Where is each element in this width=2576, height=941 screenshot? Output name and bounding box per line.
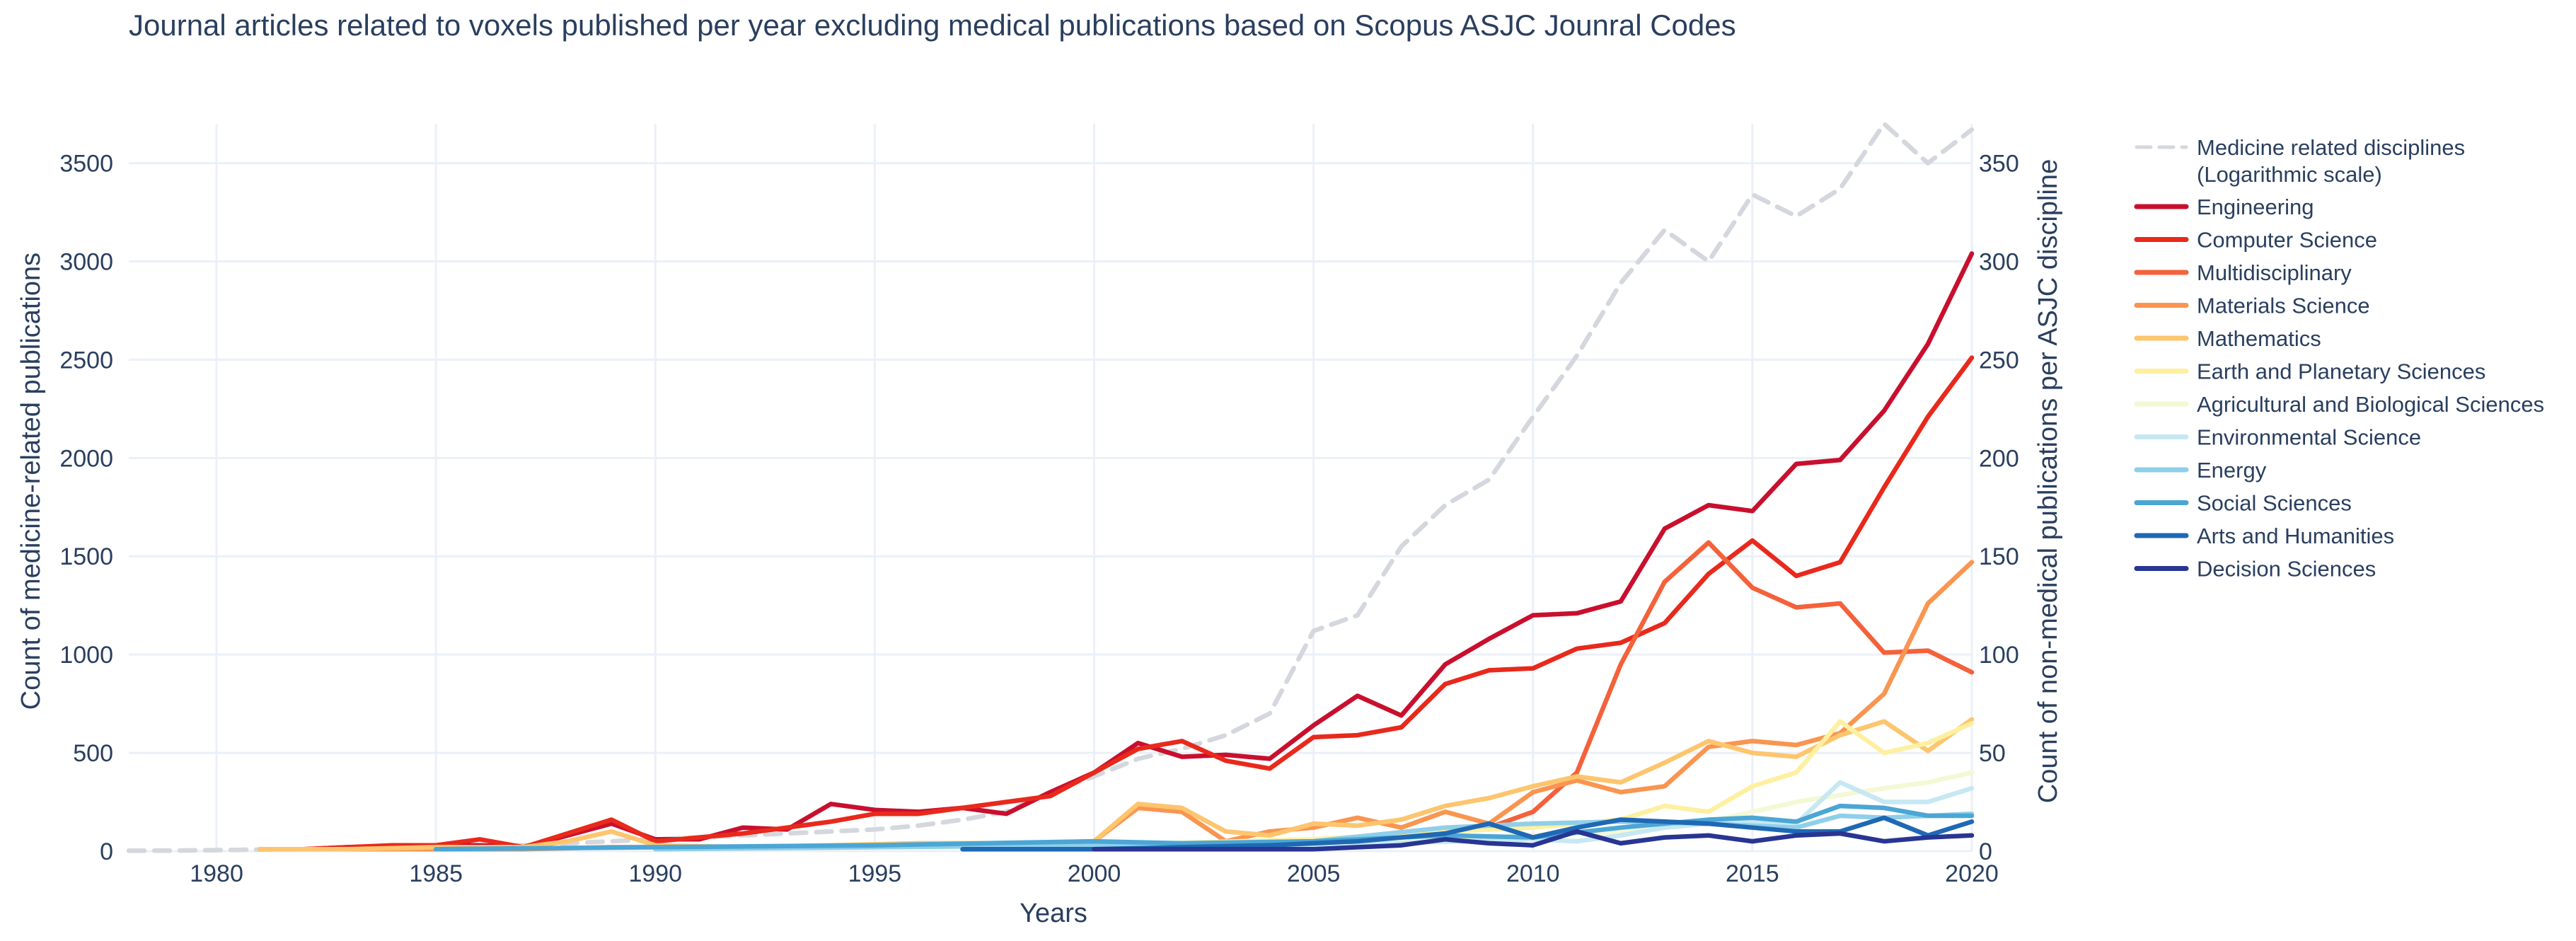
- series-line-medicine-related-disciplines-logarithmic-scale: [126, 121, 1975, 853]
- legend-item-engineering[interactable]: Engineering: [2134, 195, 2314, 219]
- legend-label: Mathematics: [2197, 326, 2321, 351]
- x-tick-label: 1980: [190, 860, 243, 887]
- x-tick-label: 2005: [1287, 860, 1341, 887]
- left-y-tick-label: 1500: [59, 543, 113, 570]
- legend-item-computer-science[interactable]: Computer Science: [2134, 228, 2377, 253]
- left-y-tick-label: 3500: [59, 151, 113, 178]
- left-y-tick-label: 2000: [59, 445, 113, 472]
- legend-item-energy[interactable]: Energy: [2134, 458, 2267, 483]
- legend-item-environmental-science[interactable]: Environmental Science: [2134, 425, 2421, 450]
- x-tick-label: 2015: [1726, 860, 1779, 887]
- axis-ticks: 1980 1985 1990 1995 2000 2005 2010 2015 20200500…: [59, 151, 2018, 887]
- right-y-tick-label: 200: [1979, 445, 2019, 472]
- x-tick-label: 1990: [628, 860, 682, 887]
- legend-item-multidisciplinary[interactable]: Multidisciplinary: [2134, 260, 2352, 285]
- right-y-tick-label: 100: [1979, 642, 2019, 669]
- legend-label: Earth and Planetary Sciences: [2197, 359, 2485, 384]
- right-axis-title: Count of non-medical publications per AS…: [2033, 159, 2063, 803]
- series-line-mathematics: [258, 717, 1975, 852]
- grid: [129, 124, 1973, 853]
- series-line-decision-sciences: [1092, 829, 1975, 852]
- x-tick-label: 2010: [1506, 860, 1560, 887]
- left-axis-title: Count of medicine-related publications: [16, 253, 46, 710]
- left-y-tick-label: 3000: [59, 248, 113, 275]
- series-line-computer-science: [258, 355, 1975, 852]
- legend-label: Arts and Humanities: [2197, 524, 2394, 548]
- legend-label: Decision Sciences: [2197, 557, 2376, 582]
- x-tick-label: 1995: [848, 860, 902, 887]
- legend-item-medicine-related-disciplines-logarithmic-scale[interactable]: Medicine related disciplines (Logarithmic…: [2135, 135, 2465, 187]
- x-tick-label: 2000: [1068, 860, 1121, 887]
- left-y-tick-label: 2500: [59, 347, 113, 374]
- legend-item-materials-science[interactable]: Materials Science: [2134, 294, 2370, 318]
- left-y-tick-label: 1000: [59, 642, 113, 669]
- legend-item-earth-and-planetary-sciences[interactable]: Earth and Planetary Sciences: [2134, 359, 2485, 384]
- right-y-tick-label: 150: [1979, 543, 2019, 570]
- x-tick-label: 1985: [409, 860, 463, 887]
- legend-label: Energy: [2197, 458, 2267, 483]
- legend-item-decision-sciences[interactable]: Decision Sciences: [2134, 557, 2376, 582]
- right-y-tick-label: 50: [1979, 740, 2006, 767]
- right-y-tick-label: 0: [1979, 838, 1992, 865]
- right-y-tick-label: 300: [1979, 248, 2019, 275]
- legend-label: Engineering: [2197, 195, 2314, 219]
- left-y-tick-label: 0: [100, 838, 113, 865]
- x-tick-label: 2020: [1945, 860, 1999, 887]
- legend-item-agricultural-and-biological-sciences[interactable]: Agricultural and Biological Sciences: [2134, 392, 2544, 417]
- right-y-tick-label: 350: [1979, 151, 2019, 178]
- legend-label: Agricultural and Biological Sciences: [2197, 392, 2544, 417]
- legend-item-mathematics[interactable]: Mathematics: [2134, 326, 2321, 351]
- legend-label: Social Sciences: [2197, 491, 2352, 516]
- chart-title: Journal articles related to voxels publi…: [129, 8, 1736, 42]
- legend-label: Multidisciplinary: [2197, 260, 2352, 285]
- legend-label: Materials Science: [2197, 294, 2370, 318]
- legend-label: Medicine related disciplines (Logarithmic…: [2197, 135, 2465, 187]
- left-y-tick-label: 500: [73, 740, 113, 767]
- series-lines: [126, 121, 1975, 853]
- legend-label: Environmental Science: [2197, 425, 2421, 450]
- legend: Medicine related disciplines (Logarithmic…: [2134, 135, 2544, 582]
- legend-item-arts-and-humanities[interactable]: Arts and Humanities: [2134, 524, 2394, 548]
- legend-label: Computer Science: [2197, 228, 2377, 253]
- legend-item-social-sciences[interactable]: Social Sciences: [2134, 491, 2352, 516]
- right-y-tick-label: 250: [1979, 347, 2019, 374]
- series-line-arts-and-humanities: [960, 815, 1975, 852]
- x-axis-title: Years: [1020, 899, 1087, 928]
